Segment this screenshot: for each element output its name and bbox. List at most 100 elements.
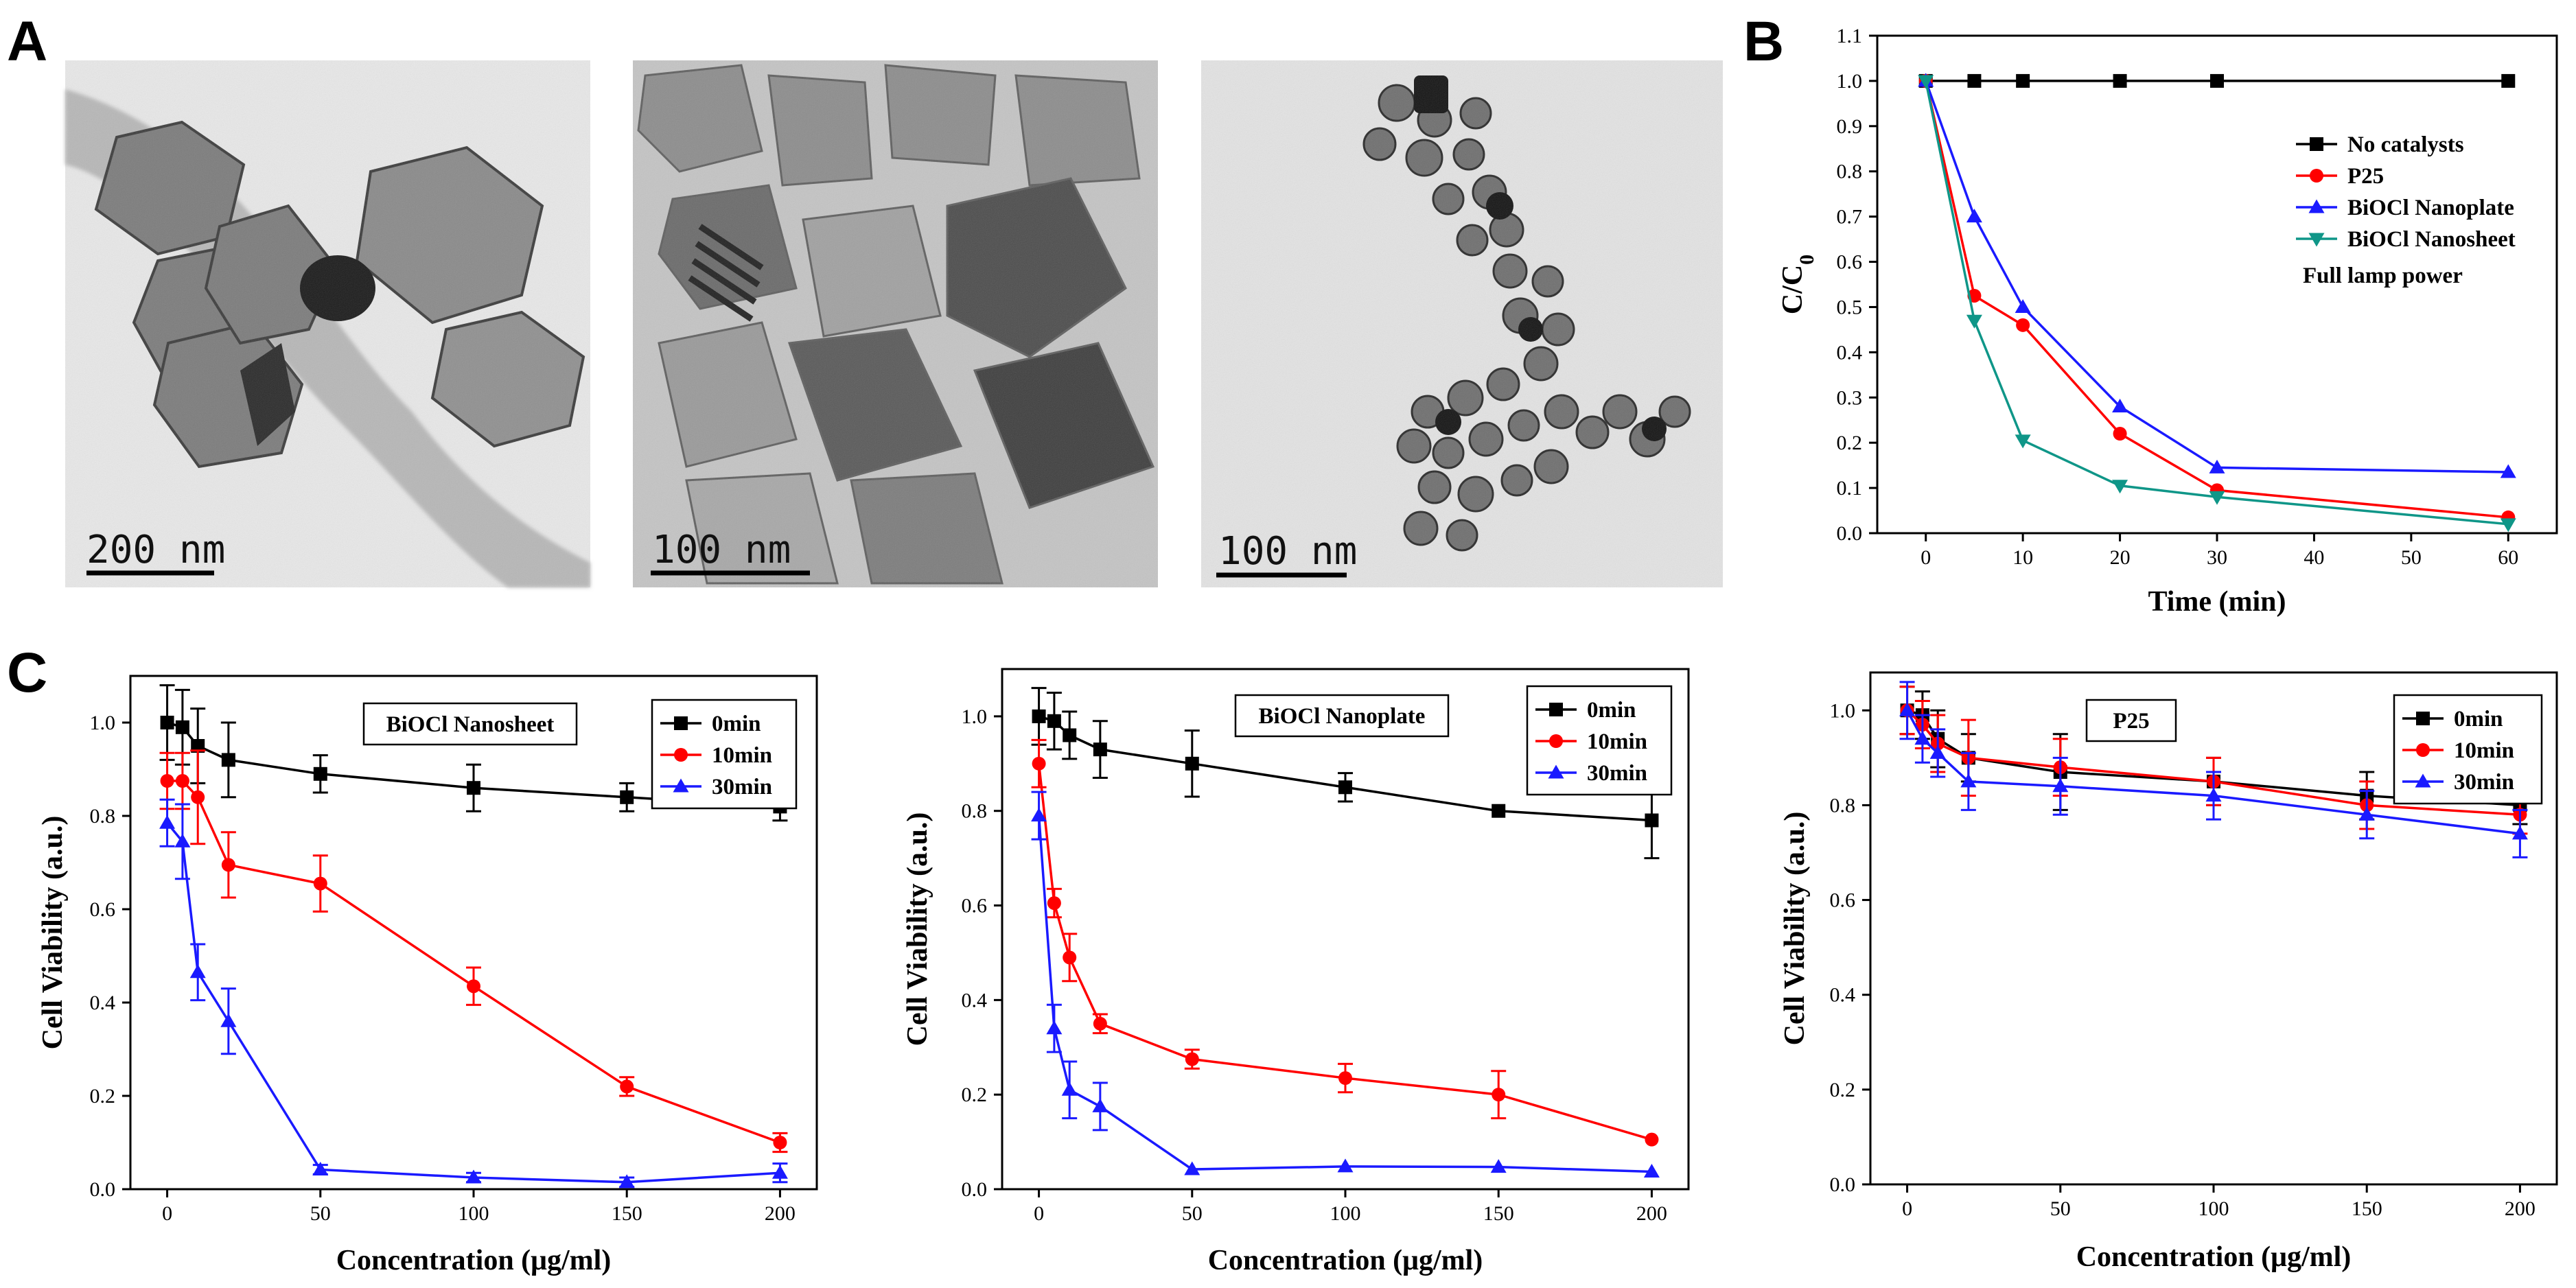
- y-axis-title: Cell Viability (a.u.): [902, 812, 933, 1046]
- legend-marker: [2416, 743, 2430, 757]
- data-point: [1492, 804, 1506, 818]
- data-point: [159, 815, 176, 829]
- x-tick-label: 50: [1182, 1202, 1203, 1225]
- legend-marker: [674, 716, 688, 730]
- panel-letter-a: A: [7, 10, 47, 73]
- x-tick-label: 50: [2050, 1197, 2071, 1220]
- data-point: [1032, 756, 1046, 771]
- y-tick-label: 1.0: [90, 712, 116, 734]
- legend: 0min 10min 30min: [1526, 685, 1673, 796]
- legend-marker: [2308, 199, 2325, 213]
- legend-label: 10min: [1587, 729, 1647, 754]
- data-point: [1492, 1088, 1506, 1102]
- data-point: [1338, 780, 1352, 795]
- data-point: [1960, 773, 1977, 788]
- y-axis-title: Cell Viability (a.u.): [37, 816, 69, 1050]
- legend-marker: [1549, 703, 1563, 716]
- data-point: [1929, 745, 1946, 759]
- data-point: [618, 1174, 635, 1189]
- data-point: [1899, 702, 1916, 716]
- legend: 0min 10min 30min: [651, 699, 798, 810]
- y-tick-label: 0.0: [1837, 522, 1863, 545]
- data-point: [1337, 1158, 1354, 1173]
- data-point: [1490, 1159, 1507, 1173]
- series-line: [1037, 763, 1652, 1141]
- data-point: [2209, 491, 2225, 505]
- micrograph-1: 200 nm: [65, 60, 590, 587]
- legend-marker: [2308, 233, 2325, 247]
- legend-label: 0min: [1587, 698, 1636, 723]
- x-tick-label: 50: [310, 1202, 331, 1225]
- data-point: [1093, 742, 1107, 757]
- x-tick-label: 100: [2198, 1197, 2229, 1220]
- y-tick-label: 0.9: [1837, 115, 1863, 138]
- y-tick-label: 0.4: [90, 992, 116, 1014]
- series-biocl-nanoplate: [1918, 73, 2516, 478]
- chart-title-box: [1234, 694, 1450, 738]
- y-tick-label: 0.4: [1837, 341, 1863, 364]
- y-tick-label: 0.6: [1830, 889, 1856, 912]
- data-point: [313, 876, 327, 891]
- data-point: [1047, 896, 1061, 911]
- data-point: [2015, 298, 2031, 313]
- y-tick-label: 0.2: [1830, 1079, 1856, 1101]
- legend-label: 30min: [2454, 770, 2514, 795]
- chart-title: BiOCl Nanosheet: [386, 712, 555, 737]
- data-point: [2205, 788, 2222, 802]
- series-line: [1924, 80, 2509, 526]
- x-axis-title: Time (min): [2148, 586, 2286, 618]
- chart-note: Full lamp power: [2303, 264, 2463, 288]
- data-point: [2209, 459, 2225, 473]
- y-tick-label: 0.1: [1837, 477, 1863, 500]
- data-point: [1047, 714, 1061, 728]
- data-point: [620, 1079, 634, 1094]
- data-point: [2016, 73, 2030, 88]
- y-tick-label: 0.4: [962, 989, 988, 1011]
- data-point: [1046, 1020, 1063, 1035]
- series-biocl-nanosheet: [1918, 75, 2516, 532]
- data-point: [1063, 728, 1077, 742]
- legend-marker: [673, 778, 689, 793]
- x-tick-label: 20: [2110, 546, 2131, 569]
- x-tick-label: 50: [2401, 546, 2422, 569]
- data-point: [2500, 518, 2516, 532]
- micrograph-1-scale-label: 200 nm: [86, 528, 225, 572]
- data-point: [2112, 398, 2128, 412]
- micrograph-3: 100 nm: [1201, 60, 1723, 587]
- micrograph-2: 100 nm: [633, 60, 1158, 587]
- y-tick-label: 0.3: [1837, 386, 1863, 409]
- y-tick-label: 0.8: [90, 805, 116, 828]
- y-tick-label: 0.0: [962, 1178, 988, 1201]
- data-point: [467, 979, 480, 994]
- data-point: [1032, 709, 1046, 723]
- series-30min: [1031, 791, 1660, 1178]
- data-point: [312, 1161, 329, 1175]
- legend: 0min 10min 30min: [2393, 694, 2543, 805]
- x-tick-label: 200: [1636, 1202, 1667, 1225]
- data-point: [467, 781, 480, 795]
- y-tick-label: 0.6: [90, 898, 116, 921]
- legend: No catalysts P25 BiOCl Nanoplate BiOCl Nano…: [2296, 132, 2516, 252]
- data-point: [160, 716, 174, 729]
- legend-marker: [1549, 734, 1563, 748]
- data-point: [1643, 1164, 1660, 1178]
- data-point: [2113, 427, 2127, 441]
- series-0min: [159, 684, 788, 822]
- y-tick-label: 0.4: [1830, 984, 1856, 1007]
- x-tick-label: 200: [765, 1202, 796, 1225]
- x-tick-label: 100: [459, 1202, 489, 1225]
- data-point: [189, 964, 206, 979]
- x-tick-label: 150: [2352, 1197, 2382, 1220]
- data-point: [2210, 73, 2224, 88]
- data-point: [1645, 1132, 1659, 1147]
- data-point: [1185, 756, 1199, 771]
- chart-b-degradation: 0 10 20 30 40 50 60 0.0 0.1 0.2 0.3 0.4 0.5 0.6 0.7 0.8…: [1777, 25, 2558, 618]
- x-tick-label: 100: [1330, 1202, 1361, 1225]
- legend-marker: [1548, 764, 1564, 779]
- data-point: [1061, 1081, 1078, 1096]
- x-tick-label: 150: [612, 1202, 642, 1225]
- data-point: [1092, 1098, 1109, 1112]
- legend-label: 30min: [1587, 761, 1647, 786]
- data-point: [1338, 1071, 1352, 1086]
- y-tick-label: 0.2: [90, 1085, 116, 1108]
